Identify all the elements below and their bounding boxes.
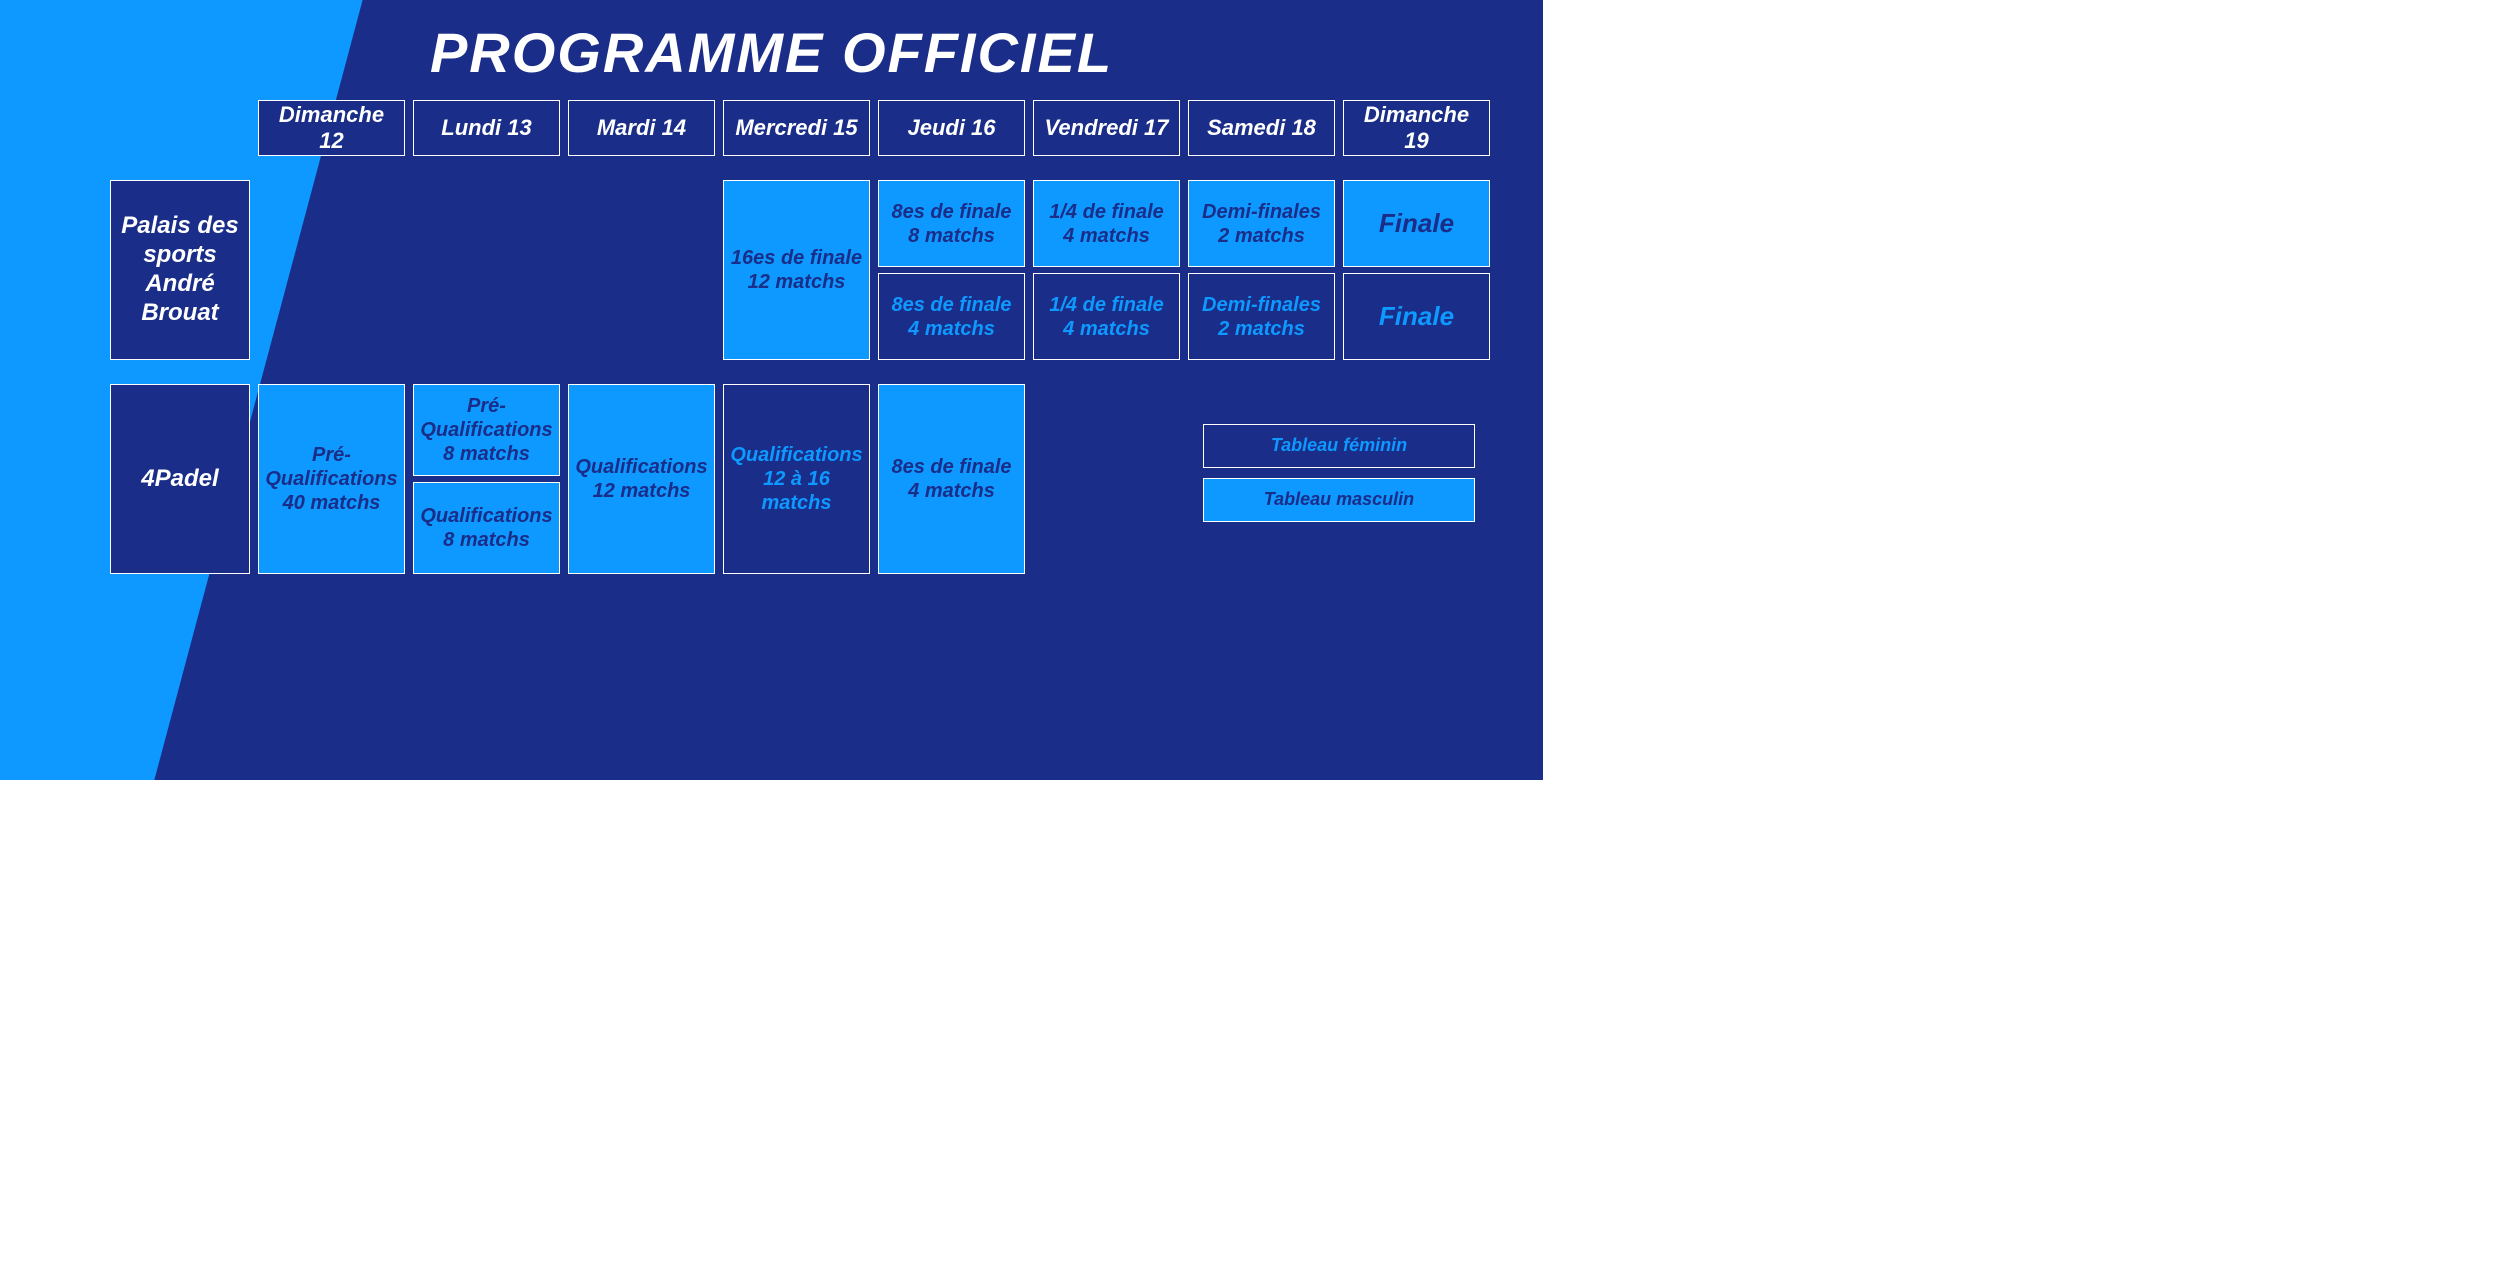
cell-title: 8es de finale [891, 455, 1011, 479]
day-header: Mardi 14 [568, 100, 715, 156]
cell-subtitle: 4 matchs [908, 479, 995, 503]
day-header: Jeudi 16 [878, 100, 1025, 156]
cell-subtitle: 2 matchs [1218, 317, 1305, 341]
day-header: Lundi 13 [413, 100, 560, 156]
cell-subtitle: 8 matchs [908, 224, 995, 248]
cell-subtitle: 4 matchs [1063, 317, 1150, 341]
cell-subtitle: 12 matchs [593, 479, 691, 503]
schedule-cell: 8es de finale4 matchs [878, 384, 1025, 574]
cell-title: 8es de finale [891, 293, 1011, 317]
schedule-cell: Demi-finales2 matchs [1188, 180, 1335, 267]
schedule-cell: 1/4 de finale4 matchs [1033, 273, 1180, 360]
schedule-cell: 8es de finale8 matchs [878, 180, 1025, 267]
cell-title: Demi-finales [1202, 200, 1321, 224]
schedule-cell: 8es de finale4 matchs [878, 273, 1025, 360]
venue-label: Palais des sports André Brouat [110, 180, 250, 360]
schedule-cell: Pré-Qualifications40 matchs [258, 384, 405, 574]
schedule-cell: 1/4 de finale4 matchs [1033, 180, 1180, 267]
cell-subtitle: 12 matchs [748, 270, 846, 294]
cell-title: Qualifications [730, 443, 862, 467]
schedule-cell: 16es de finale12 matchs [723, 180, 870, 360]
cell-title: Pré-Qualifications [420, 394, 553, 442]
cell-subtitle: 8 matchs [443, 442, 530, 466]
cell-subtitle: 40 matchs [283, 491, 381, 515]
schedule-cell: Qualifications12 matchs [568, 384, 715, 574]
cell-subtitle: 2 matchs [1218, 224, 1305, 248]
schedule-cell: Finale [1343, 273, 1490, 360]
schedule-cell: Demi-finales2 matchs [1188, 273, 1335, 360]
cell-subtitle: 12 à 16 matchs [730, 467, 863, 515]
day-header: Mercredi 15 [723, 100, 870, 156]
venue-label: 4Padel [110, 384, 250, 574]
day-header: Samedi 18 [1188, 100, 1335, 156]
schedule-cell: Qualifications8 matchs [413, 482, 560, 574]
cell-title: Qualifications [420, 504, 552, 528]
cell-title: Pré-Qualifications [265, 443, 398, 491]
day-header: Dimanche 12 [258, 100, 405, 156]
cell-title: 16es de finale [731, 246, 862, 270]
cell-title: 1/4 de finale [1049, 293, 1164, 317]
cell-title: 1/4 de finale [1049, 200, 1164, 224]
cell-title: Qualifications [575, 455, 707, 479]
cell-title: Demi-finales [1202, 293, 1321, 317]
schedule-cell: Pré-Qualifications8 matchs [413, 384, 560, 476]
cell-subtitle: 4 matchs [1063, 224, 1150, 248]
page-title: PROGRAMME OFFICIEL [0, 20, 1543, 85]
schedule-cell: Qualifications12 à 16 matchs [723, 384, 870, 574]
day-header: Dimanche 19 [1343, 100, 1490, 156]
cell-subtitle: 8 matchs [443, 528, 530, 552]
cell-subtitle: 4 matchs [908, 317, 995, 341]
legend-feminine: Tableau féminin [1203, 424, 1475, 468]
legend-masculine: Tableau masculin [1203, 478, 1475, 522]
day-header: Vendredi 17 [1033, 100, 1180, 156]
cell-title: 8es de finale [891, 200, 1011, 224]
schedule-grid: Dimanche 12Lundi 13Mardi 14Mercredi 15Je… [110, 100, 1533, 770]
schedule-cell: Finale [1343, 180, 1490, 267]
